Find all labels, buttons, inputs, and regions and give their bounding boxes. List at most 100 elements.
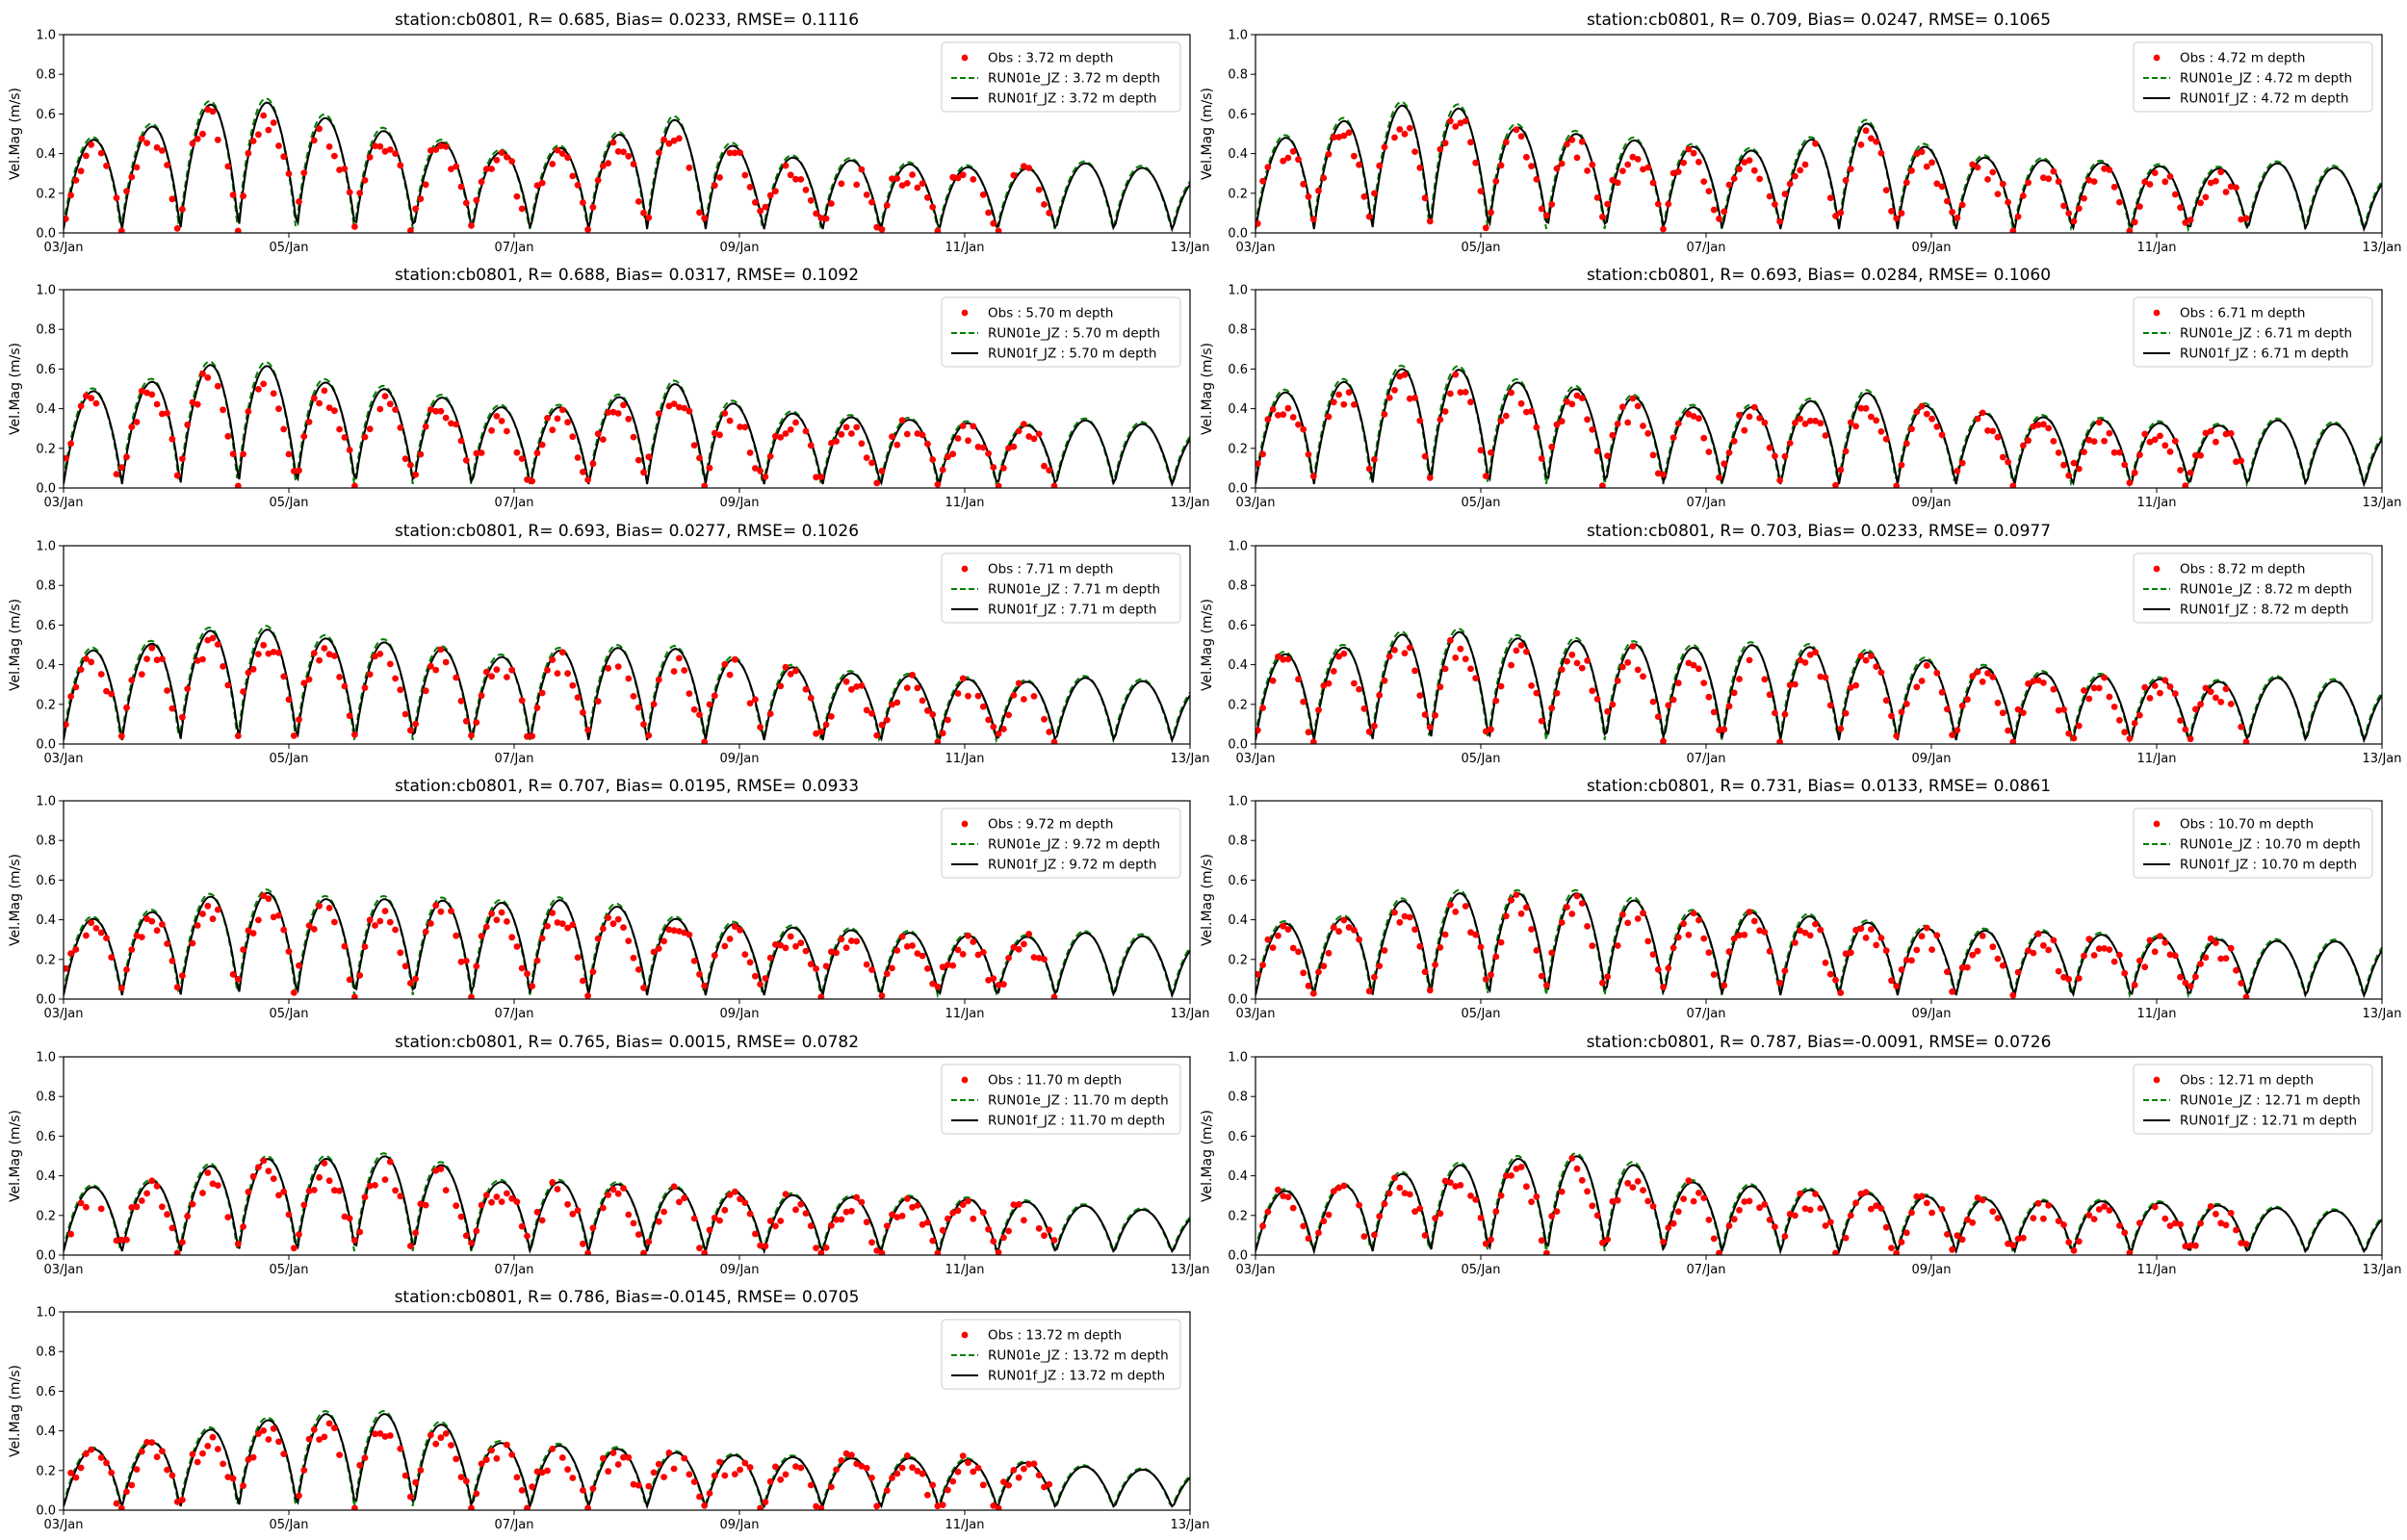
obs-point: [1584, 1188, 1591, 1195]
obs-point: [640, 209, 647, 217]
y-tick-label: 0.0: [1228, 738, 1248, 753]
obs-point: [929, 456, 937, 463]
obs-point: [640, 721, 647, 728]
obs-point: [853, 683, 861, 690]
obs-point: [2050, 685, 2058, 693]
obs-point: [397, 1193, 404, 1200]
y-tick-label: 0.2: [36, 1464, 56, 1478]
obs-point: [620, 924, 627, 931]
obs-point: [640, 984, 647, 991]
legend-label: RUN01f_JZ : 13.72 m depth: [988, 1369, 1165, 1384]
obs-point: [1640, 1187, 1646, 1194]
obs-point: [1629, 395, 1637, 402]
obs-point: [772, 1463, 779, 1471]
obs-point: [1284, 404, 1292, 412]
legend-label: Obs : 12.71 m depth: [2180, 1073, 2314, 1089]
obs-point: [2106, 429, 2113, 437]
obs-point: [249, 930, 257, 937]
y-axis-label: Vel.Mag (m/s): [1200, 1110, 1215, 1202]
obs-point: [432, 902, 440, 910]
y-tick-label: 0.0: [1228, 482, 1248, 497]
obs-point: [316, 656, 323, 664]
obs-point: [842, 944, 850, 951]
obs-point: [711, 1214, 718, 1221]
obs-point: [2213, 1210, 2219, 1218]
obs-point: [164, 1466, 171, 1474]
obs-point: [853, 1460, 861, 1468]
obs-point: [224, 1214, 232, 1220]
obs-point: [549, 161, 556, 167]
obs-point: [1000, 726, 1007, 732]
obs-point: [954, 435, 962, 442]
obs-point: [1365, 728, 1373, 735]
obs-point: [625, 1211, 633, 1219]
obs-point: [381, 908, 389, 914]
obs-point: [1528, 682, 1535, 689]
obs-point: [138, 671, 145, 678]
axes-frame: [1255, 34, 2383, 234]
obs-point: [1502, 412, 1510, 420]
x-tick-label: 13/Jan: [2363, 1007, 2402, 1021]
obs-point: [493, 1454, 501, 1462]
obs-point: [159, 921, 166, 928]
obs-point: [1573, 1165, 1581, 1172]
y-tick-label: 1.0: [1228, 29, 1248, 43]
obs-point: [249, 1172, 257, 1180]
obs-point: [2055, 1218, 2062, 1224]
obs-point: [1730, 935, 1738, 942]
obs-point: [1517, 910, 1525, 917]
subplot-title: station:cb0801, R= 0.786, Bias=-0.0145, …: [395, 1288, 860, 1307]
obs-point: [234, 482, 242, 488]
obs-point: [1000, 1234, 1007, 1242]
obs-point: [625, 1453, 633, 1461]
obs-point: [1812, 920, 1819, 928]
obs-point: [766, 710, 774, 717]
obs-point: [594, 935, 602, 942]
obs-point: [493, 156, 501, 164]
obs-point: [580, 1487, 586, 1494]
obs-point: [275, 1192, 282, 1199]
obs-point: [1035, 430, 1043, 438]
obs-point: [1589, 1202, 1596, 1210]
obs-point: [1548, 443, 1556, 450]
obs-point: [1030, 435, 1038, 443]
obs-point: [766, 1477, 774, 1485]
obs-point: [1888, 1245, 1895, 1251]
obs-point: [2177, 467, 2185, 474]
obs-point: [386, 918, 394, 926]
obs-point: [442, 143, 450, 150]
obs-point: [504, 153, 510, 161]
obs-point: [397, 949, 404, 957]
obs-point: [1508, 389, 1514, 397]
obs-point: [194, 922, 201, 929]
obs-point: [2207, 1203, 2214, 1210]
obs-point: [1974, 415, 1981, 423]
obs-point: [128, 677, 136, 683]
obs-point: [133, 932, 141, 939]
obs-point: [442, 414, 450, 422]
y-tick-label: 0.8: [1228, 579, 1248, 594]
obs-point: [752, 696, 759, 704]
obs-point: [1604, 200, 1611, 208]
obs-point: [331, 152, 338, 160]
obs-point: [1365, 213, 1373, 220]
obs-point: [270, 119, 277, 126]
obs-point: [1426, 987, 1434, 994]
obs-point: [919, 697, 926, 705]
obs-point: [909, 942, 916, 949]
obs-point: [1482, 224, 1489, 232]
obs-point: [893, 1470, 901, 1477]
obs-point: [1371, 1231, 1378, 1239]
obs-point: [482, 1192, 490, 1199]
obs-point: [316, 902, 323, 910]
obs-point: [1725, 449, 1733, 456]
obs-point: [813, 474, 819, 481]
obs-point: [883, 716, 891, 724]
obs-point: [1736, 932, 1743, 939]
obs-point: [1690, 149, 1697, 157]
obs-point: [1482, 976, 1489, 983]
obs-point: [1360, 192, 1368, 200]
obs-point: [2207, 935, 2214, 942]
obs-point: [1589, 687, 1596, 695]
legend-box: [2133, 1064, 2373, 1135]
